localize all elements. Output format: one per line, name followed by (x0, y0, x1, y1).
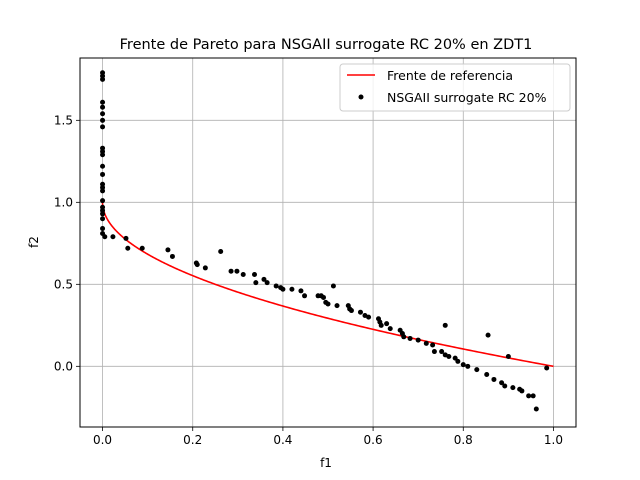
x-axis-label: f1 (320, 456, 332, 470)
scatter-point (455, 358, 461, 364)
scatter-point (100, 99, 106, 105)
grid-lines (80, 58, 576, 427)
scatter-point (194, 262, 200, 268)
scatter-point (280, 286, 286, 292)
scatter-point (330, 283, 336, 289)
scatter-point (100, 211, 106, 217)
scatter-point (100, 124, 106, 130)
scatter-point (460, 362, 466, 368)
y-tick-label: 1.0 (54, 195, 73, 209)
scatter-point (378, 322, 384, 328)
scatter-point (202, 265, 208, 271)
scatter-point (446, 353, 452, 359)
y-axis-label: f2 (27, 236, 41, 248)
scatter-point (169, 253, 175, 259)
scatter-point (510, 385, 516, 391)
scatter-point (110, 234, 116, 240)
reference-front-line (101, 202, 554, 368)
legend-reference-label: Frente de referencia (387, 68, 513, 83)
scatter-point (544, 365, 550, 371)
scatter-point (218, 249, 224, 255)
scatter-point (431, 349, 437, 355)
x-tick-label: 0.4 (273, 433, 292, 447)
scatter-point (100, 111, 106, 117)
scatter-point (474, 367, 480, 373)
x-tick-label: 0.8 (454, 433, 473, 447)
scatter-point (334, 303, 340, 309)
scatter-point (387, 326, 393, 332)
y-tick-label: 1.5 (54, 113, 73, 127)
scatter-point (415, 337, 421, 343)
scatter-point (100, 117, 106, 123)
scatter-point (228, 268, 234, 274)
scatter-point (100, 188, 106, 194)
legend: Frente de referencia NSGAII surrogate RC… (339, 63, 571, 112)
scatter-point (165, 247, 171, 253)
scatter-point (526, 393, 532, 399)
axis-ticks: 0.0 0.2 0.4 0.6 0.8 1.0 0.0 0.5 1.0 1.5 (54, 113, 563, 447)
x-tick-label: 0.2 (183, 433, 202, 447)
reference-front-layer (101, 202, 554, 368)
scatter-point (123, 235, 129, 241)
scatter-point (485, 332, 491, 338)
chart-title: Frente de Pareto para NSGAII surrogate R… (120, 37, 533, 53)
scatter-point (125, 245, 131, 251)
scatter-point (519, 388, 525, 394)
scatter-points-layer (100, 70, 550, 412)
scatter-point (100, 198, 106, 204)
scatter-point (302, 293, 308, 299)
scatter-point (423, 340, 429, 346)
scatter-point (502, 383, 508, 389)
y-tick-label: 0.5 (54, 277, 73, 291)
legend-box (339, 63, 571, 112)
scatter-point (264, 280, 270, 286)
legend-points-label: NSGAII surrogate RC 20% (387, 90, 547, 105)
scatter-point (442, 322, 448, 328)
x-tick-label: 0.0 (93, 433, 112, 447)
scatter-point (465, 363, 471, 369)
scatter-point (100, 226, 106, 232)
scatter-point (102, 234, 108, 240)
scatter-point (234, 268, 240, 274)
scatter-point (253, 280, 259, 286)
scatter-point (384, 321, 390, 327)
scatter-point (430, 342, 436, 348)
legend-points-swatch (358, 94, 364, 100)
scatter-point (530, 393, 536, 399)
scatter-point (366, 314, 372, 320)
scatter-point (439, 349, 445, 355)
scatter-point (499, 380, 505, 386)
scatter-point (505, 353, 511, 359)
scatter-point (357, 309, 363, 315)
x-tick-label: 1.0 (544, 433, 563, 447)
scatter-point (100, 104, 106, 110)
scatter-point (491, 376, 497, 382)
scatter-point (298, 288, 304, 294)
scatter-point (348, 308, 354, 314)
scatter-point (401, 334, 407, 340)
scatter-point (325, 301, 331, 307)
scatter-point (484, 372, 490, 378)
scatter-point (100, 76, 106, 82)
scatter-point (139, 245, 145, 251)
scatter-point (289, 286, 295, 292)
scatter-point (533, 406, 539, 412)
y-tick-label: 0.0 (54, 359, 73, 373)
scatter-point (100, 216, 106, 222)
scatter-point (252, 271, 257, 277)
plot-area-background (80, 58, 576, 427)
scatter-point (100, 163, 106, 169)
scatter-point (320, 294, 326, 300)
scatter-point (100, 152, 106, 158)
scatter-point (407, 335, 413, 341)
scatter-point (240, 271, 246, 277)
scatter-point (261, 276, 267, 282)
x-tick-label: 0.6 (364, 433, 383, 447)
plot-frame (79, 57, 577, 428)
scatter-point (273, 283, 279, 289)
scatter-point (100, 171, 106, 177)
